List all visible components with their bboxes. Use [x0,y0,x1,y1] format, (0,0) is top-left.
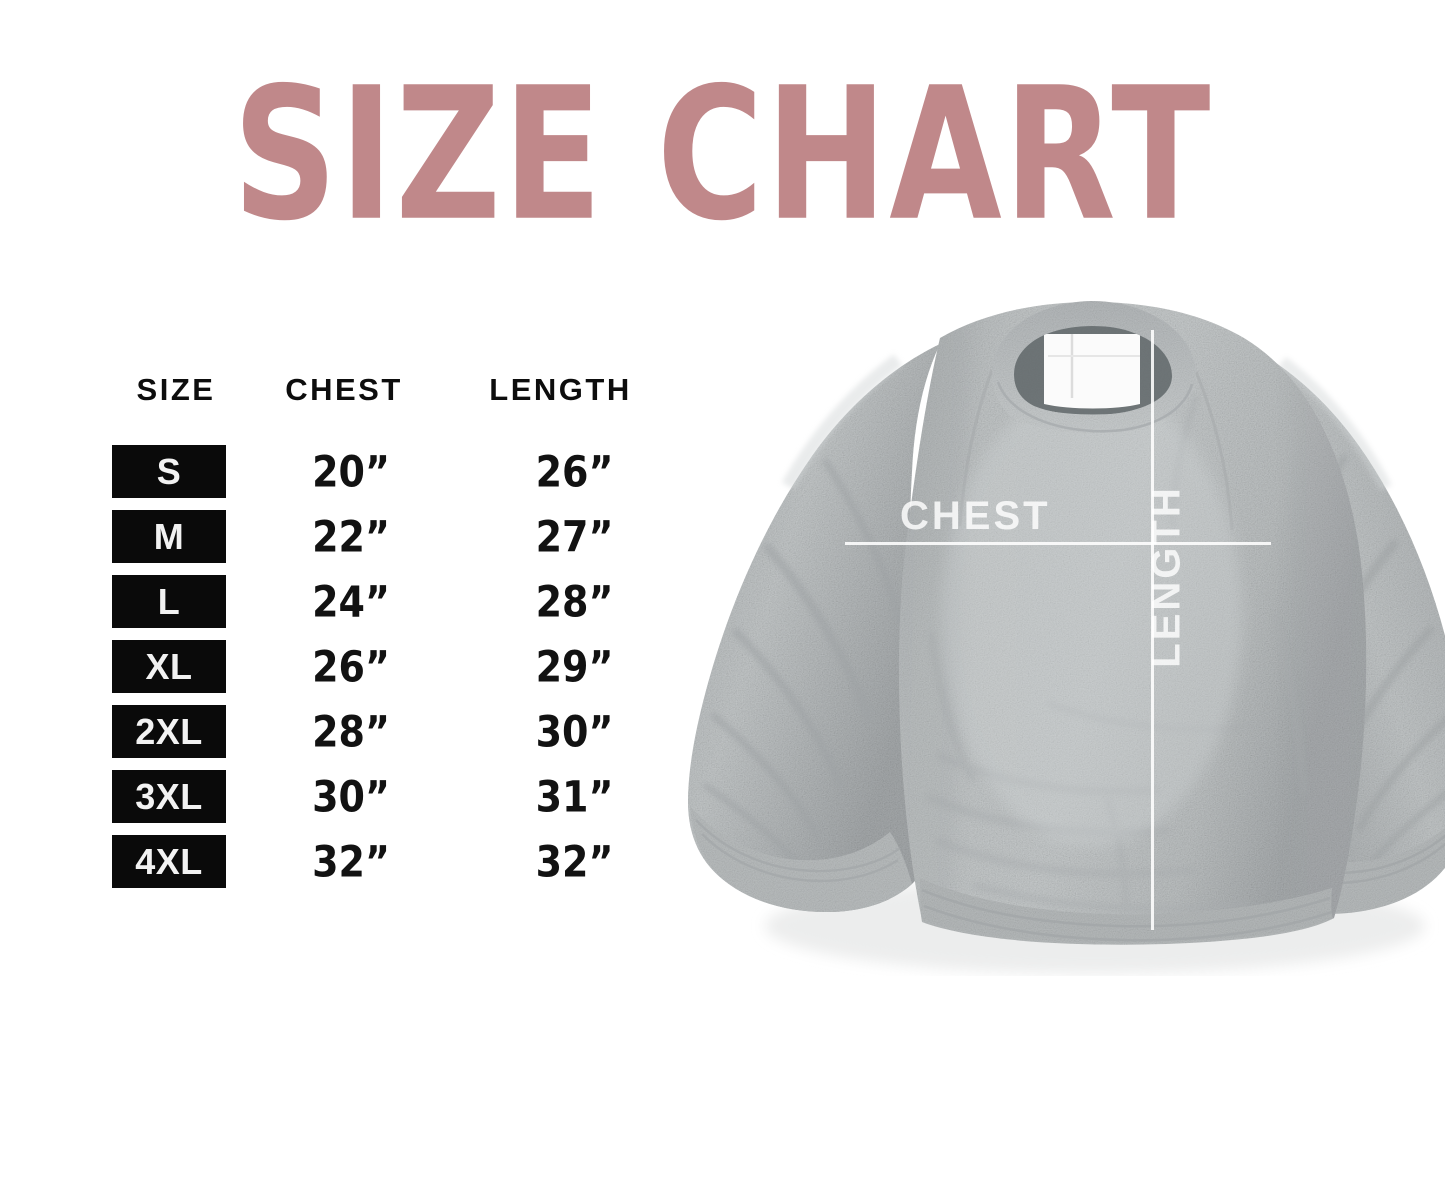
chest-value: 22” [312,511,390,562]
length-value: 26” [535,446,614,497]
length-value: 30” [535,706,614,757]
chest-value: 24” [312,576,390,627]
table-row: L 24” 28” [112,575,712,628]
size-badge: M [112,510,226,563]
chest-value: 28” [312,706,390,757]
chest-value: 30” [312,771,390,822]
length-measure-label: LENGTH [1144,485,1189,668]
chest-value: 26” [312,641,390,692]
size-badge-label: S [156,450,182,492]
length-value: 29” [535,641,614,692]
column-header-size: SIZE [136,372,216,407]
size-table: SIZE CHEST LENGTH S 20” 26” M 22” 27” [112,372,712,900]
table-row: S 20” 26” [112,445,712,498]
size-badge-label: 4XL [135,840,203,882]
chest-value: 20” [312,446,390,497]
size-badge-label: XL [145,645,193,687]
size-badge-label: 2XL [135,710,203,752]
table-header-row: SIZE CHEST LENGTH [112,372,712,416]
size-badge: S [112,445,226,498]
size-badge: XL [112,640,226,693]
table-row: XL 26” 29” [112,640,712,693]
table-row: 2XL 28” 30” [112,705,712,758]
length-value: 31” [535,771,614,822]
neck-tag [1044,334,1140,409]
chest-guide-line [845,542,1271,545]
size-badge: 4XL [112,835,226,888]
column-header-length: LENGTH [489,372,632,407]
table-row: 3XL 30” 31” [112,770,712,823]
size-badge: L [112,575,226,628]
chest-measure-label: CHEST [900,494,1051,538]
column-header-chest: CHEST [285,372,403,407]
size-badge-label: L [157,580,181,622]
length-value: 28” [535,576,614,627]
sweatshirt-image: CHEST LENGTH [640,286,1445,976]
length-value: 27” [535,511,614,562]
sweatshirt-body [899,302,1367,945]
table-row: M 22” 27” [112,510,712,563]
length-guide-line [1151,330,1154,930]
size-badge-label: M [153,515,185,557]
size-badge: 2XL [112,705,226,758]
table-body: S 20” 26” M 22” 27” L 24” 28” [112,445,712,888]
table-row: 4XL 32” 32” [112,835,712,888]
chest-value: 32” [312,836,390,887]
size-badge-label: 3XL [135,775,203,817]
left-sleeve [688,344,940,912]
neckline [992,301,1196,434]
page-title: SIZE CHART [232,49,1213,262]
length-value: 32” [535,836,614,887]
size-badge: 3XL [112,770,226,823]
